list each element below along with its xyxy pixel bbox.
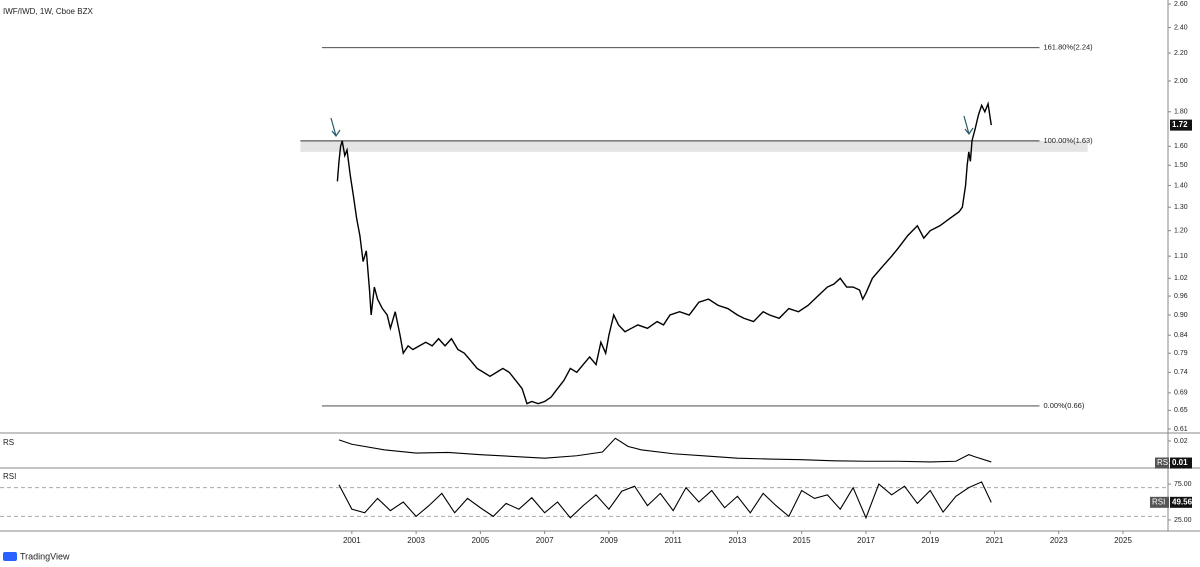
x-tick-label: 2013 bbox=[729, 536, 747, 545]
arrow bbox=[330, 117, 341, 138]
y-tick-label: 1.10 bbox=[1174, 253, 1188, 260]
line-series bbox=[338, 437, 992, 463]
fib-label: 0.00%(0.66) bbox=[1043, 401, 1084, 410]
y-tick-label: 0.65 bbox=[1174, 407, 1188, 414]
y-tick-label: 0.79 bbox=[1174, 350, 1188, 357]
y-tick-label: 0.74 bbox=[1174, 369, 1188, 376]
y-tick-label: 1.40 bbox=[1174, 182, 1188, 189]
y-tick-label: 0.90 bbox=[1174, 312, 1188, 319]
badge-name-box bbox=[1155, 457, 1169, 469]
fib-label: 100.00%(1.63) bbox=[1043, 136, 1093, 145]
badge-name: RSI bbox=[1152, 497, 1165, 506]
x-tick-label: 2021 bbox=[986, 536, 1004, 545]
x-tick-label: 2023 bbox=[1050, 536, 1068, 545]
last-value-box bbox=[1170, 496, 1192, 508]
y-tick-label: 0.02 bbox=[1174, 438, 1188, 445]
y-tick-label: 1.20 bbox=[1174, 227, 1188, 234]
line-series bbox=[338, 481, 992, 520]
last-value-box bbox=[1170, 457, 1192, 469]
badge-name: RS bbox=[1157, 458, 1168, 467]
x-tick-label: 2019 bbox=[921, 536, 939, 545]
last-value-label: 0.01 bbox=[1172, 458, 1188, 467]
y-tick-label: 1.80 bbox=[1174, 109, 1188, 116]
x-tick-label: 2005 bbox=[471, 536, 489, 545]
y-tick-label: 1.50 bbox=[1174, 162, 1188, 169]
line-series bbox=[336, 101, 992, 405]
x-tick-label: 2003 bbox=[407, 536, 425, 545]
y-tick-label: 2.20 bbox=[1174, 50, 1188, 57]
chart-title: IWF/IWD, 1W, Cboe BZX bbox=[3, 7, 93, 16]
y-tick-label: 1.30 bbox=[1174, 204, 1188, 211]
arrow bbox=[963, 115, 974, 136]
y-tick-label: 1.60 bbox=[1174, 143, 1188, 150]
x-tick-label: 2015 bbox=[793, 536, 811, 545]
y-tick-label: 0.61 bbox=[1174, 426, 1188, 433]
y-tick-label: 2.60 bbox=[1174, 1, 1188, 8]
last-value-label: 49.56 bbox=[1172, 497, 1193, 506]
x-tick-label: 2011 bbox=[665, 536, 683, 545]
y-tick-label: 1.02 bbox=[1174, 275, 1188, 282]
last-value-label: 1.72 bbox=[1172, 120, 1188, 129]
y-tick-label: 0.84 bbox=[1174, 332, 1188, 339]
y-tick-label: 2.00 bbox=[1174, 78, 1188, 85]
y-tick-label: 0.96 bbox=[1174, 293, 1188, 300]
y-tick-label: 2.40 bbox=[1174, 24, 1188, 31]
last-value-box bbox=[1170, 119, 1192, 131]
brand-logo bbox=[3, 552, 17, 561]
x-tick-label: 2025 bbox=[1114, 536, 1132, 545]
y-tick-label: 75.00 bbox=[1174, 481, 1192, 488]
pane-label: RS bbox=[3, 438, 14, 447]
x-tick-label: 2001 bbox=[343, 536, 361, 545]
highlight-band bbox=[300, 140, 1088, 152]
badge-name-box bbox=[1150, 496, 1169, 508]
brand: TradingView bbox=[20, 551, 70, 561]
x-tick-label: 2009 bbox=[600, 536, 618, 545]
x-tick-label: 2017 bbox=[857, 536, 875, 545]
y-tick-label: 0.69 bbox=[1174, 390, 1188, 397]
pane-label: RSI bbox=[3, 472, 16, 481]
y-tick-label: 25.00 bbox=[1174, 517, 1192, 524]
fib-label: 161.80%(2.24) bbox=[1043, 43, 1093, 52]
x-tick-label: 2007 bbox=[536, 536, 554, 545]
